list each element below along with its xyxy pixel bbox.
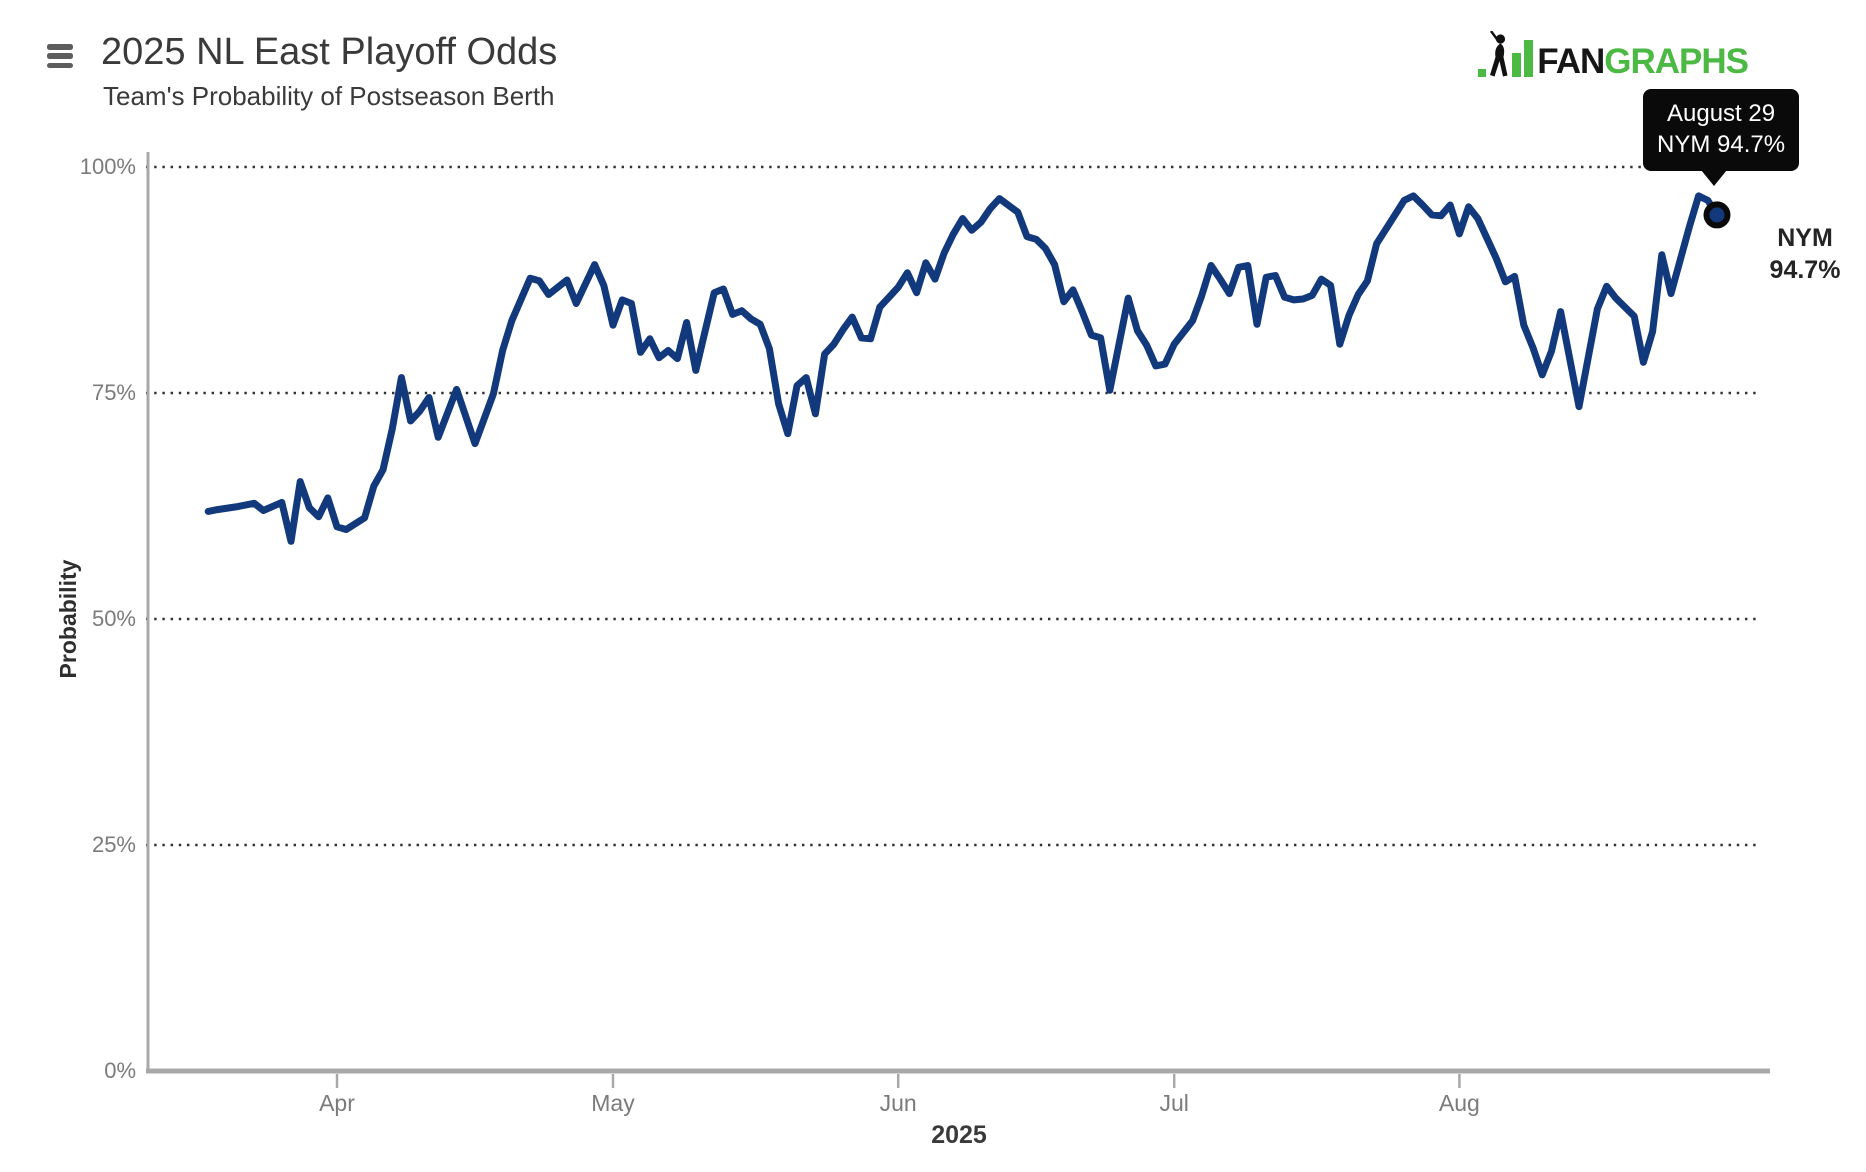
y-tick-label-0%: 0% — [104, 1058, 136, 1083]
hover-tooltip: August 29 NYM 94.7% — [1643, 89, 1800, 186]
y-axis-title: Probability — [55, 559, 81, 679]
endpoint-value: 94.7% — [1769, 256, 1841, 284]
page-subtitle: Team's Probability of Postseason Berth — [103, 81, 555, 111]
fangraphs-logo[interactable]: FANGRAPHS — [1478, 31, 1749, 81]
y-tick-label-25%: 25% — [91, 832, 136, 857]
logo-text-fan: FAN — [1537, 42, 1605, 81]
page-title: 2025 NL East Playoff Odds — [101, 31, 558, 73]
endpoint-team-label: NYM 94.7% — [1742, 222, 1866, 286]
logo-text-graphs: GRAPHS — [1604, 42, 1749, 81]
odds-line-NYM — [204, 192, 1721, 545]
x-tick-label-Aug: Aug — [1438, 1090, 1480, 1116]
y-tick-label-75%: 75% — [91, 380, 136, 405]
tooltip-date: August 29 — [1666, 100, 1776, 127]
x-axis-year-label: 2025 — [931, 1121, 987, 1149]
x-tick-label-Jul: Jul — [1159, 1090, 1189, 1116]
y-tick-label-100%: 100% — [79, 154, 136, 179]
y-tick-label-50%: 50% — [91, 606, 136, 631]
tooltip-value: NYM 94.7% — [1657, 131, 1786, 158]
current-value-marker — [1703, 201, 1731, 229]
x-tick-label-May: May — [591, 1090, 635, 1116]
endpoint-team: NYM — [1777, 224, 1833, 252]
menu-hamburger-icon[interactable] — [47, 44, 73, 72]
x-tick-label-Jun: Jun — [879, 1090, 917, 1116]
x-tick-label-Apr: Apr — [319, 1090, 355, 1116]
fangraphs-batter-icon — [1478, 31, 1534, 77]
